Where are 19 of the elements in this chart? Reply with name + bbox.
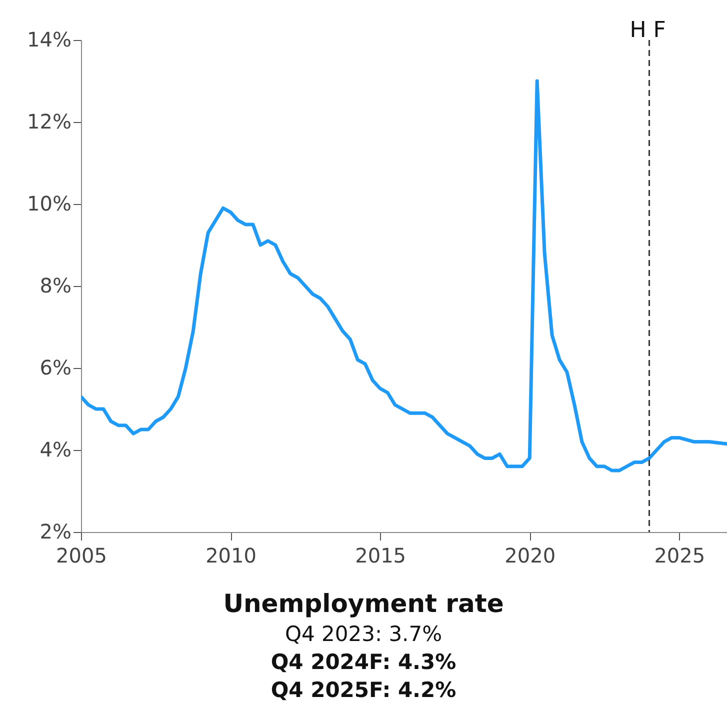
y-tick-label: 10% bbox=[27, 192, 72, 216]
annotation: H bbox=[630, 18, 646, 43]
annotation: F bbox=[653, 18, 666, 43]
text: Q4 2025F: 4.2% bbox=[270, 677, 458, 704]
y-tick-label: 2% bbox=[40, 520, 72, 544]
y-tick-label: 12% bbox=[27, 110, 72, 134]
x-tick-label: 2020 bbox=[504, 544, 556, 568]
x-tick-label: 2015 bbox=[355, 544, 406, 568]
text: Unemployment rate bbox=[222, 588, 505, 620]
x-tick-label: 2025 bbox=[654, 544, 706, 568]
x-tick-label: 2010 bbox=[206, 544, 256, 568]
y-tick-label: 8% bbox=[40, 274, 72, 298]
x-tick-label: 2005 bbox=[56, 544, 107, 568]
line-series bbox=[81, 79, 727, 472]
text: Q4 2024F: 4.3% bbox=[270, 649, 458, 676]
text: Q4 2023: 3.7% bbox=[284, 621, 444, 648]
y-tick-label: 6% bbox=[40, 356, 72, 380]
y-tick-label: 14% bbox=[27, 28, 72, 52]
y-tick-label: 4% bbox=[40, 438, 72, 462]
